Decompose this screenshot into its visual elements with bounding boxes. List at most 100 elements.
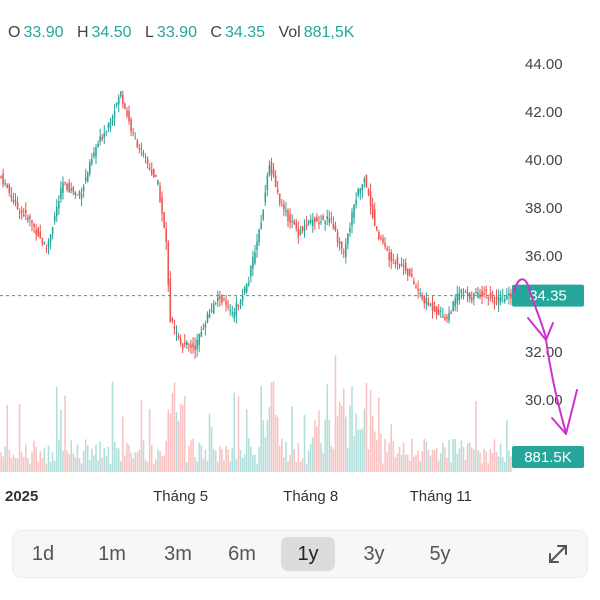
timeframe-1y[interactable]: 1y [281, 537, 335, 571]
volume-bar [501, 457, 504, 472]
volume-bar [194, 457, 196, 472]
volume-bar [142, 440, 145, 472]
candle-body [363, 178, 366, 183]
candle-body [62, 182, 64, 194]
candle-body [437, 309, 440, 315]
volume-bar [175, 412, 178, 472]
volume-bar [41, 458, 44, 472]
volume-bar [314, 419, 316, 472]
candle-body [138, 147, 141, 150]
candle-body [157, 179, 159, 185]
timeframe-5y[interactable]: 5y [429, 543, 451, 565]
candle-body [470, 297, 473, 301]
candle-body [128, 111, 130, 122]
volume-bar [276, 416, 279, 472]
volume-bar [150, 445, 153, 472]
price-chart[interactable]: 44.00 42.00 40.00 38.00 36.00 32.00 30.00 2025… [0, 0, 600, 520]
candle-body [456, 293, 459, 304]
volume-bar [373, 431, 376, 472]
candle-body [260, 222, 262, 229]
candle-body [159, 186, 161, 203]
volume-bar [481, 463, 483, 472]
candle-body [425, 298, 428, 304]
candle-body [330, 218, 333, 220]
candle-body [406, 269, 409, 276]
volume-bar [371, 415, 374, 472]
expand-arrows-icon[interactable] [543, 539, 573, 569]
volume-bar [479, 452, 481, 472]
volume-bar [157, 449, 159, 472]
candle-body [153, 169, 155, 177]
volume-bar [66, 450, 68, 472]
volume-bar [212, 448, 215, 472]
volume-bar [60, 409, 62, 472]
volume-bar [347, 447, 349, 472]
candle-body [214, 302, 217, 304]
candle-body [351, 212, 353, 226]
candle-body [483, 292, 485, 295]
candle-body [97, 143, 99, 148]
candle-body [431, 302, 434, 311]
timeframe-1d[interactable]: 1d [31, 543, 55, 565]
candle-body [173, 326, 176, 329]
volume-bar [221, 448, 223, 472]
candle-body [501, 295, 504, 297]
timeframe-6m[interactable]: 6m [228, 543, 256, 565]
volume-bar [442, 442, 444, 472]
candle-body [454, 298, 457, 307]
volume-bar [208, 413, 211, 472]
volume-bar [186, 462, 188, 472]
volume-bar [45, 463, 48, 472]
candle-body [442, 316, 444, 318]
candle-body [190, 344, 192, 348]
candle-body [508, 292, 510, 297]
candle-body [22, 214, 25, 216]
time-tick-label: Tháng 5 [153, 488, 208, 505]
price-tick-label: 32.00 [525, 344, 563, 361]
low-label: L [145, 24, 154, 41]
candle-body [239, 301, 242, 305]
candle-body [297, 228, 300, 237]
candle-body [134, 138, 137, 140]
volume-bar [361, 428, 364, 472]
candle-body [388, 252, 390, 260]
candle-body [148, 167, 151, 170]
volume-bar [31, 452, 33, 472]
candle-body [334, 226, 337, 231]
candle-body [165, 228, 167, 242]
candle-body [342, 252, 345, 254]
volume-bar [470, 447, 473, 472]
candle-body [493, 300, 496, 304]
candle-body [219, 296, 221, 299]
time-tick-label: 2025 [5, 488, 38, 505]
candle-body [70, 188, 73, 191]
volume-bar [508, 450, 510, 472]
timeframe-1m[interactable]: 1m [98, 543, 126, 565]
timeframe-3m[interactable]: 3m [164, 543, 192, 565]
candle-body [177, 335, 180, 338]
candle-body [274, 175, 277, 187]
volume-bar [384, 439, 386, 472]
volume-bar [252, 454, 254, 472]
volume-bar [359, 429, 362, 472]
candle-body [124, 103, 126, 109]
candle-body [353, 204, 355, 219]
candle-body [167, 242, 170, 286]
candle-body [439, 310, 442, 312]
candle-body [359, 188, 362, 194]
candle-body [252, 256, 254, 269]
candle-body [25, 210, 27, 213]
timeframe-3y[interactable]: 3y [363, 543, 385, 565]
candle-body [415, 286, 417, 288]
volume-bar [493, 439, 496, 472]
volume-bar [460, 440, 463, 472]
candle-body [429, 304, 432, 306]
candle-body [72, 187, 75, 193]
candle-body [378, 232, 380, 239]
candle-body [384, 242, 386, 247]
candle-body [101, 136, 103, 140]
volume-bar [68, 453, 70, 472]
candle-body [258, 229, 260, 243]
volume-bar [235, 459, 238, 472]
candle-body [305, 224, 308, 227]
